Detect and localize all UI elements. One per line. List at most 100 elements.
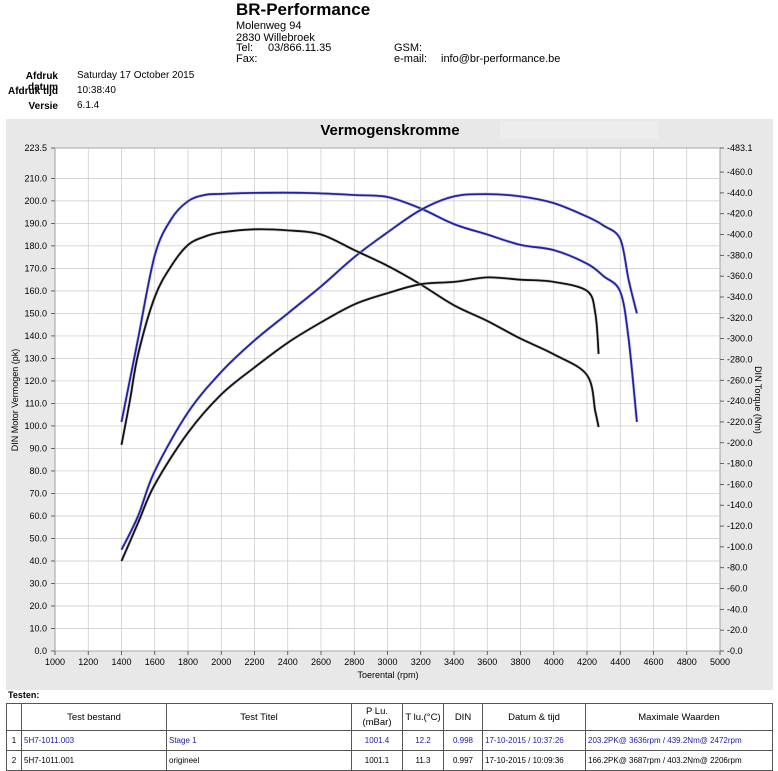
x-tick-label: 3400 bbox=[444, 657, 464, 667]
row-date-time: 17-10-2015 / 10:37:26 bbox=[482, 730, 586, 751]
y-left-tick-label: 70.0 bbox=[29, 488, 47, 498]
y-left-tick-label: 140.0 bbox=[24, 331, 47, 341]
y-left-tick-label: 100.0 bbox=[24, 421, 47, 431]
chart-title: Vermogenskromme bbox=[320, 122, 459, 139]
y-right-tick-label: -60.0 bbox=[727, 584, 748, 594]
y-right-tick-label: -460.0 bbox=[727, 167, 753, 177]
y-right-tick-label: -400.0 bbox=[727, 230, 753, 240]
y-left-tick-label: 120.0 bbox=[24, 376, 47, 386]
power-line-1 bbox=[120, 193, 638, 551]
y-left-tick-label: 130.0 bbox=[24, 353, 47, 363]
y-left-tick-label: 40.0 bbox=[29, 556, 47, 566]
y-right-tick-label: -420.0 bbox=[727, 209, 753, 219]
col-air-temp: T lu.(°C) bbox=[402, 703, 444, 731]
col-index bbox=[6, 703, 22, 731]
y-right-tick-label: -140.0 bbox=[727, 500, 753, 510]
row-index: 1 bbox=[6, 730, 22, 751]
x-axis-label: Toerental (rpm) bbox=[357, 670, 418, 680]
tel-value: 03/866.11.35 bbox=[268, 42, 332, 54]
version-label: Versie bbox=[28, 101, 58, 112]
y-right-tick-label: -220.0 bbox=[727, 417, 753, 427]
y-left-tick-label: 80.0 bbox=[29, 466, 47, 476]
print-date-label: Afdruk datum bbox=[25, 71, 58, 93]
gsm-label: GSM: bbox=[394, 42, 423, 54]
y-right-tick-label: -440.0 bbox=[727, 188, 753, 198]
y-right-tick-label: -260.0 bbox=[727, 375, 753, 385]
row-test-file: 5H7-1011.003 bbox=[21, 730, 167, 751]
y-left-tick-label: 0.0 bbox=[34, 646, 47, 656]
y-right-tick-label: -0.0 bbox=[727, 646, 743, 656]
print-time-value: 10:38:40 bbox=[77, 85, 116, 96]
company-city: 2830 Willebroek bbox=[236, 32, 315, 44]
torque-line-2 bbox=[120, 228, 600, 445]
col-din: DIN bbox=[443, 703, 483, 731]
x-tick-label: 4000 bbox=[544, 657, 564, 667]
y-right-tick-label: -380.0 bbox=[727, 250, 753, 260]
col-date-time: Datum & tijd bbox=[482, 703, 586, 731]
tel-label: Tel: bbox=[236, 42, 254, 54]
y-left-axis: 0.0 10.0 20.0 30.0 40.0 50.0 60.0 70.0 80.0 90.0 1… bbox=[24, 143, 55, 656]
x-tick-label: 4200 bbox=[577, 657, 597, 667]
series-lines bbox=[119, 191, 639, 562]
company-name: BR-Performance bbox=[236, 0, 371, 19]
y-left-tick-label: 150.0 bbox=[24, 308, 47, 318]
y-right-tick-label: -20.0 bbox=[727, 625, 748, 635]
table-row[interactable]: 1 5H7-1011.003 Stage 1 1001.4 12.2 0.998… bbox=[6, 730, 773, 751]
x-axis: 1000 1200 1400 1600 1800 2000 2200 2400 2600 2800… bbox=[45, 651, 730, 667]
x-tick-label: 4800 bbox=[677, 657, 697, 667]
y-right-tick-label: -80.0 bbox=[727, 563, 748, 573]
x-tick-label: 3800 bbox=[510, 657, 530, 667]
y-left-tick-label: 10.0 bbox=[29, 623, 47, 633]
torque-line-0 bbox=[120, 191, 638, 423]
company-street: Molenweg 94 bbox=[236, 20, 302, 32]
power-torque-chart: Vermogenskromme 0.0 10.0 20.0 30.0 40.0 50.0 6… bbox=[10, 121, 763, 680]
print-date-value: Saturday 17 October 2015 bbox=[77, 70, 195, 81]
y-left-tick-label: 190.0 bbox=[24, 218, 47, 228]
y-left-tick-label: 50.0 bbox=[29, 533, 47, 543]
y-left-tick-label: 170.0 bbox=[24, 263, 47, 273]
x-tick-label: 1800 bbox=[178, 657, 198, 667]
y-right-tick-label: -100.0 bbox=[727, 542, 753, 552]
x-tick-label: 1400 bbox=[111, 657, 131, 667]
x-tick-label: 1200 bbox=[78, 657, 98, 667]
y-right-tick-label: -180.0 bbox=[727, 459, 753, 469]
table-row[interactable]: 2 5H7-1011.001 origineel 1001.1 11.3 0.9… bbox=[6, 750, 773, 771]
col-test-file: Test bestand bbox=[21, 703, 167, 731]
col-max-values: Maximale Waarden bbox=[585, 703, 773, 731]
x-tick-label: 5000 bbox=[710, 657, 730, 667]
y-left-axis-label: DIN Motor Vermogen (pk) bbox=[10, 349, 20, 452]
x-tick-label: 3200 bbox=[411, 657, 431, 667]
y-left-tick-label: 160.0 bbox=[24, 286, 47, 296]
row-air-temp: 12.2 bbox=[402, 730, 444, 751]
power-line-3 bbox=[120, 276, 600, 562]
x-tick-label: 3600 bbox=[477, 657, 497, 667]
x-tick-label: 3000 bbox=[377, 657, 397, 667]
y-left-tick-label: 210.0 bbox=[24, 173, 47, 183]
x-tick-label: 2600 bbox=[311, 657, 331, 667]
y-right-axis: -0.0 -20.0 -40.0 -60.0 -80.0 -100.0 -120.0 -140… bbox=[720, 143, 753, 656]
x-tick-label: 2800 bbox=[344, 657, 364, 667]
email-label: e-mail: bbox=[394, 53, 428, 65]
y-right-tick-label: -483.1 bbox=[727, 143, 753, 153]
y-left-tick-label: 20.0 bbox=[29, 601, 47, 611]
y-left-tick-label: 180.0 bbox=[24, 241, 47, 251]
y-right-tick-label: -160.0 bbox=[727, 479, 753, 489]
y-right-tick-label: -320.0 bbox=[727, 313, 753, 323]
y-right-tick-label: -360.0 bbox=[727, 271, 753, 281]
y-right-tick-label: -240.0 bbox=[727, 396, 753, 406]
col-air-pressure: P Lu.(mBar) bbox=[351, 703, 403, 731]
x-tick-label: 2200 bbox=[244, 657, 264, 667]
y-left-tick-label: 223.5 bbox=[24, 143, 47, 153]
tests-label: Testen: bbox=[8, 690, 40, 700]
y-right-tick-label: -120.0 bbox=[727, 521, 753, 531]
print-time-label: Afdruk tijd bbox=[8, 86, 58, 97]
title-highlight bbox=[500, 121, 658, 139]
x-tick-label: 1600 bbox=[145, 657, 165, 667]
fax-label: Fax: bbox=[236, 53, 258, 65]
y-left-tick-label: 60.0 bbox=[29, 511, 47, 521]
y-right-tick-label: -280.0 bbox=[727, 354, 753, 364]
x-tick-label: 1000 bbox=[45, 657, 65, 667]
row-air-pressure: 1001.4 bbox=[351, 730, 403, 751]
email-value: info@br-performance.be bbox=[441, 53, 561, 65]
row-din: 0.998 bbox=[443, 730, 483, 751]
